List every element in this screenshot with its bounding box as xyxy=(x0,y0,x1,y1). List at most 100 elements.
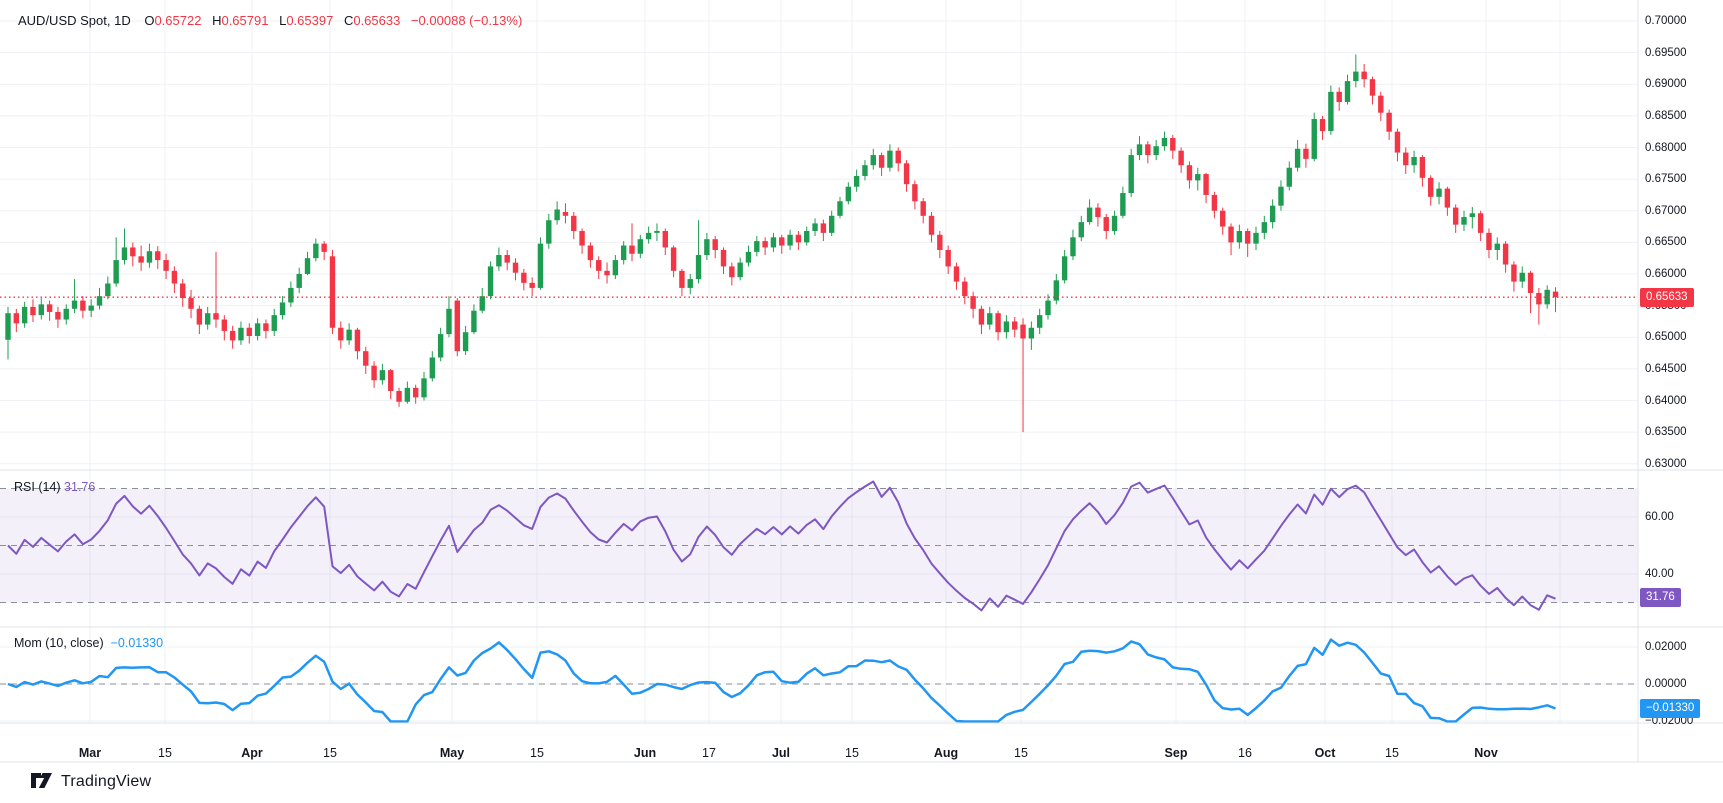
candle-body xyxy=(1269,205,1276,223)
candle-body xyxy=(754,241,760,252)
candle-body xyxy=(429,357,436,379)
candle-body xyxy=(412,387,419,398)
candle-body xyxy=(1228,226,1234,243)
candle-body xyxy=(13,313,20,324)
candle-body xyxy=(620,245,627,261)
candle-body xyxy=(105,283,111,297)
candle-body xyxy=(487,266,494,297)
candle-body xyxy=(346,329,352,341)
candle-body xyxy=(712,239,718,250)
candle-body xyxy=(1411,156,1417,166)
candle-body xyxy=(437,334,444,358)
tradingview-logo[interactable]: TradingView xyxy=(30,772,151,792)
candle-body xyxy=(579,230,585,246)
candle-body xyxy=(1394,131,1401,153)
candle-body xyxy=(804,230,810,243)
candle-body xyxy=(1494,243,1500,250)
candle-body xyxy=(995,313,1001,333)
candle-body xyxy=(912,184,918,202)
candle-body xyxy=(1061,256,1068,281)
candle-body xyxy=(612,260,619,276)
candle-body xyxy=(887,150,893,168)
candle-body xyxy=(1436,188,1442,197)
candle-body xyxy=(1403,152,1409,166)
candle-body xyxy=(679,270,685,288)
candle-body xyxy=(1236,230,1243,243)
candle-body xyxy=(229,330,236,341)
candle-body xyxy=(113,260,119,284)
candle-body xyxy=(1328,91,1334,132)
candle-body xyxy=(529,282,535,288)
candle-body xyxy=(1103,217,1109,231)
candle-body xyxy=(446,308,452,335)
candle-body xyxy=(5,313,11,340)
candle-body xyxy=(1128,155,1134,194)
candle-body xyxy=(1053,280,1060,301)
candle-body xyxy=(1344,81,1351,102)
candle-body xyxy=(55,311,61,320)
candle-body xyxy=(1145,144,1151,156)
candle-body xyxy=(878,155,885,168)
candle-body xyxy=(779,237,785,246)
candle-body xyxy=(313,243,319,259)
candle-body xyxy=(1111,215,1118,231)
candle-body xyxy=(96,296,103,306)
candle-body xyxy=(596,260,602,271)
candle-body xyxy=(645,232,652,240)
candle-body xyxy=(1428,177,1434,197)
candle-body xyxy=(795,234,802,243)
candle-body xyxy=(903,163,910,185)
candle-body xyxy=(554,209,560,221)
rsi-line xyxy=(7,480,1556,612)
candle-body xyxy=(1161,138,1168,147)
candle-body xyxy=(604,270,610,276)
candle-body xyxy=(1386,112,1392,132)
candle-body xyxy=(213,313,219,320)
candle-body xyxy=(171,270,178,284)
mom-line xyxy=(7,638,1556,723)
candle-body xyxy=(1452,207,1459,225)
candle-body xyxy=(704,239,710,256)
candle-body xyxy=(870,155,876,166)
candle-body xyxy=(1311,119,1317,159)
candle-body xyxy=(38,304,44,316)
candle-body xyxy=(695,255,702,280)
candle-body xyxy=(1294,148,1301,168)
candle-body xyxy=(1195,174,1201,181)
candle-body xyxy=(1070,237,1076,257)
candle-body xyxy=(121,247,128,261)
candle-body xyxy=(421,378,427,398)
candle-body xyxy=(828,215,835,233)
candle-body xyxy=(396,391,402,402)
candle-body xyxy=(1220,210,1226,227)
candle-body xyxy=(63,308,69,320)
candle-body xyxy=(537,243,544,288)
candle-body xyxy=(1303,148,1309,159)
candle-body xyxy=(304,258,311,274)
candle-body xyxy=(812,223,818,231)
candle-body xyxy=(1286,167,1292,187)
candle-body xyxy=(1461,217,1467,225)
candle-body xyxy=(787,234,793,246)
candle-body xyxy=(138,256,144,263)
candle-body xyxy=(1502,243,1509,265)
candle-body xyxy=(1361,71,1367,80)
candle-body xyxy=(479,296,485,311)
candle-body xyxy=(687,279,693,288)
candle-body xyxy=(1003,321,1010,333)
candle-body xyxy=(146,251,153,263)
candle-body xyxy=(196,308,203,325)
candle-body xyxy=(945,249,951,267)
candle-body xyxy=(321,243,327,252)
candle-body xyxy=(188,298,194,309)
candle-body xyxy=(820,223,827,233)
candle-body xyxy=(1253,232,1259,244)
candle-body xyxy=(1186,165,1193,181)
candle-body xyxy=(654,230,660,233)
candle-body xyxy=(1552,291,1559,298)
candle-body xyxy=(571,215,577,231)
candle-body xyxy=(962,281,968,297)
candle-body xyxy=(21,306,28,324)
